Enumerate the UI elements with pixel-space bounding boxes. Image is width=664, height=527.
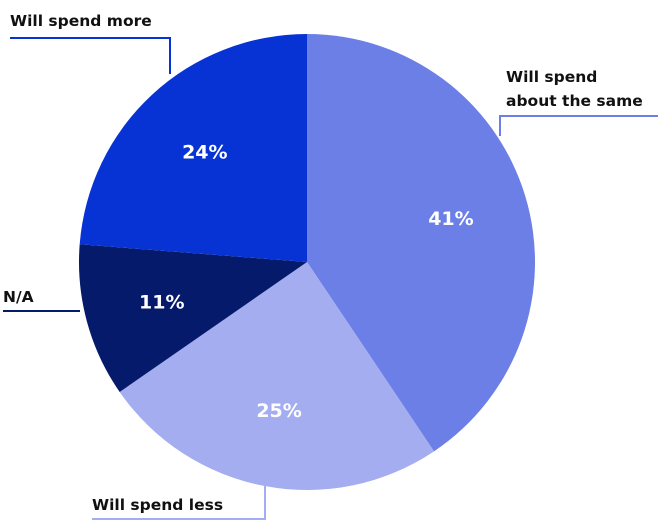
pie-slice-will-spend-less bbox=[119, 262, 435, 490]
slice-value-label: 25% bbox=[256, 400, 301, 422]
pie-value-labels: 41% 25% 11% 24% bbox=[139, 142, 474, 422]
callout-leader-line bbox=[92, 476, 266, 520]
pie-slice-will-spend-about-the-same bbox=[307, 34, 536, 452]
callout-label-line: N/A bbox=[3, 288, 34, 306]
callout-label: Will spend about the same bbox=[506, 68, 643, 110]
pie-slice-n-a bbox=[78, 244, 307, 392]
callout-leader-line bbox=[499, 115, 658, 136]
callout-leader-lines bbox=[3, 37, 658, 520]
callout-label: Will spend less bbox=[92, 496, 223, 514]
callout-labels: Will spend about the same Will spend less N… bbox=[3, 12, 643, 514]
callout-leader-line bbox=[10, 37, 171, 74]
callout-label-line: Will spend bbox=[506, 68, 597, 86]
callout-label-line: Will spend more bbox=[10, 12, 152, 30]
pie-slices bbox=[78, 34, 536, 490]
slice-value-label: 24% bbox=[182, 142, 227, 164]
callout-label-line: Will spend less bbox=[92, 496, 223, 514]
slice-value-label: 41% bbox=[428, 208, 473, 230]
callout-label: Will spend more bbox=[10, 12, 152, 30]
slice-value-label: 11% bbox=[139, 291, 184, 313]
pie-slice-will-spend-more bbox=[79, 34, 308, 262]
callout-label: N/A bbox=[3, 288, 34, 306]
callout-label-line: about the same bbox=[506, 92, 643, 110]
